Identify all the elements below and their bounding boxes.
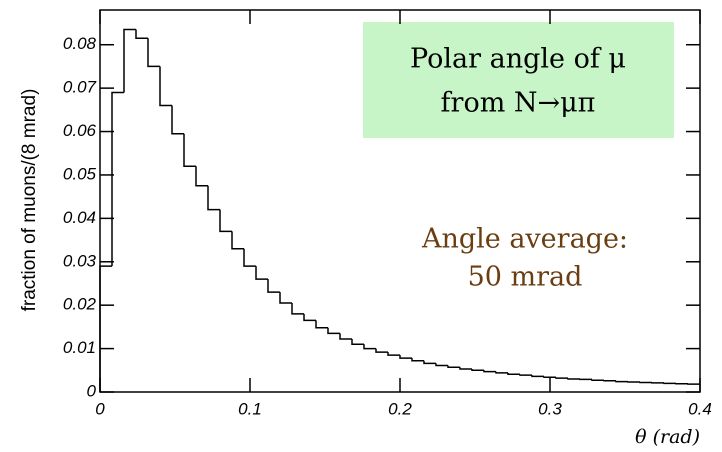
- y-tick-label: 0.01: [63, 338, 96, 357]
- y-tick-label: 0: [87, 381, 97, 400]
- histogram-bin: [243, 248, 256, 267]
- histogram-bin: [531, 375, 544, 378]
- histogram-bin: [231, 231, 244, 250]
- histogram-bin: [495, 371, 508, 374]
- histogram-bin: [615, 380, 628, 383]
- y-tick-label: 0.05: [63, 164, 97, 183]
- histogram-bin: [327, 327, 340, 335]
- histogram-bin: [255, 266, 268, 280]
- annotation: 50 mrad: [468, 262, 583, 293]
- histogram-bin: [483, 370, 496, 373]
- histogram-bin: [507, 372, 520, 375]
- histogram-bin: [183, 133, 196, 168]
- histogram-bin: [291, 303, 304, 315]
- y-tick-label: 0.03: [63, 251, 97, 270]
- histogram-bin: [543, 376, 556, 378]
- histogram-bin: [399, 355, 412, 359]
- histogram-bin: [423, 360, 436, 365]
- x-tick-label: 0.3: [538, 399, 562, 418]
- histogram-bin: [315, 320, 328, 329]
- histogram-bin: [459, 367, 472, 370]
- histogram-bin: [111, 91, 124, 267]
- annotation: Polar angle of μ: [410, 44, 626, 75]
- histogram-bin: [303, 313, 316, 322]
- histogram-bin: [471, 368, 484, 372]
- plot-frame: [99, 9, 701, 393]
- y-tick-label: 0.06: [63, 121, 97, 140]
- x-tick-label: 0.4: [688, 399, 712, 418]
- histogram-bin: [219, 209, 232, 233]
- histogram-bin: [123, 28, 136, 93]
- histogram-bin: [195, 166, 208, 187]
- histogram-bin: [567, 378, 580, 380]
- histogram-bin: [147, 38, 160, 68]
- histogram-bin: [159, 66, 172, 107]
- histogram-bin: [279, 292, 292, 304]
- y-tick-label: 0.04: [63, 208, 96, 227]
- x-tick-label: 0.2: [388, 399, 412, 418]
- histogram-bin: [411, 358, 424, 362]
- y-tick-label: 0.08: [63, 34, 97, 53]
- histogram-bin: [267, 279, 280, 293]
- histogram-bin: [135, 29, 148, 39]
- histogram-bin: [351, 339, 364, 345]
- histogram-bin: [555, 377, 568, 379]
- histogram-bin: [363, 344, 376, 350]
- annotation: Angle average:: [421, 224, 628, 255]
- histogram-bin: [375, 348, 388, 353]
- histogram-bin: [519, 374, 532, 376]
- histogram-bin: [171, 105, 184, 135]
- histogram-bin: [99, 265, 112, 392]
- histogram-bin: [435, 363, 448, 367]
- histogram-bin: [339, 333, 352, 340]
- y-axis-label: fraction of muons/(8 mrad): [19, 89, 40, 312]
- histogram-bin: [447, 365, 460, 369]
- histogram-bin: [207, 185, 220, 211]
- histogram-bin: [591, 379, 604, 382]
- annotation-box: [363, 22, 674, 138]
- x-tick-label: 0: [95, 399, 105, 418]
- histogram-bin: [387, 352, 400, 356]
- y-tick-label: 0.02: [63, 295, 97, 314]
- annotation: from N→μπ: [441, 88, 596, 119]
- y-tick-label: 0.07: [63, 78, 97, 97]
- x-axis-label: θ (rad): [635, 426, 700, 448]
- x-tick-label: 0.1: [238, 399, 262, 418]
